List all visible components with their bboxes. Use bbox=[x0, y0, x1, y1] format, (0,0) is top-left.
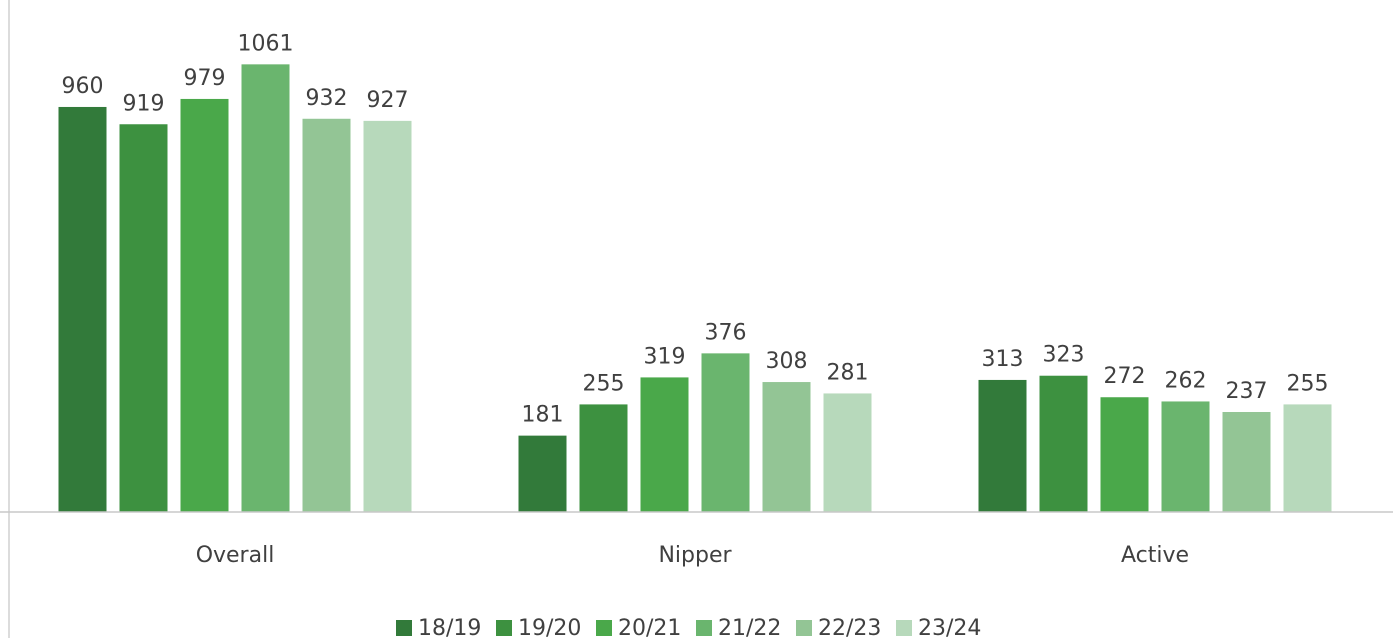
legend-label: 20/21 bbox=[618, 616, 681, 638]
legend-label: 21/22 bbox=[718, 616, 781, 638]
bar bbox=[518, 435, 567, 512]
x-tick-label: Nipper bbox=[658, 543, 732, 568]
value-label: 181 bbox=[522, 403, 564, 428]
value-label: 960 bbox=[62, 74, 104, 99]
bar bbox=[58, 106, 107, 513]
value-label: 313 bbox=[982, 347, 1024, 372]
bar bbox=[1039, 375, 1088, 512]
value-label: 308 bbox=[766, 349, 808, 374]
value-label: 979 bbox=[184, 66, 226, 91]
bar bbox=[701, 353, 750, 512]
value-label: 237 bbox=[1226, 379, 1268, 404]
value-label: 927 bbox=[367, 88, 409, 113]
bar bbox=[119, 124, 168, 513]
bar bbox=[241, 64, 290, 512]
value-label: 323 bbox=[1043, 343, 1085, 368]
value-label: 376 bbox=[705, 320, 747, 345]
bar bbox=[1222, 412, 1271, 512]
legend-label: 19/20 bbox=[518, 616, 581, 638]
bar bbox=[1161, 401, 1210, 512]
legend-swatch bbox=[596, 620, 612, 636]
bar bbox=[363, 120, 412, 513]
bar bbox=[1283, 404, 1332, 512]
bar bbox=[978, 379, 1027, 512]
legend-swatch bbox=[396, 620, 412, 636]
value-label: 272 bbox=[1104, 364, 1146, 389]
legend-swatch bbox=[696, 620, 712, 636]
legend-swatch bbox=[496, 620, 512, 636]
legend-label: 23/24 bbox=[918, 616, 981, 638]
bar bbox=[762, 382, 811, 512]
value-label: 319 bbox=[644, 344, 686, 369]
bar bbox=[302, 118, 351, 512]
value-label: 281 bbox=[827, 360, 869, 385]
value-label: 932 bbox=[306, 86, 348, 111]
bar bbox=[579, 404, 628, 512]
x-tick-label: Active bbox=[1121, 543, 1189, 568]
bar bbox=[640, 377, 689, 512]
value-label: 262 bbox=[1165, 368, 1207, 393]
bar bbox=[1100, 397, 1149, 512]
legend-swatch bbox=[896, 620, 912, 636]
legend-swatch bbox=[796, 620, 812, 636]
value-label: 919 bbox=[123, 91, 165, 116]
bar bbox=[823, 393, 872, 512]
value-label: 1061 bbox=[238, 31, 294, 56]
value-label: 255 bbox=[583, 371, 625, 396]
x-tick-label: Overall bbox=[196, 543, 275, 568]
legend-label: 18/19 bbox=[418, 616, 481, 638]
bar bbox=[180, 98, 229, 513]
value-label: 255 bbox=[1287, 371, 1329, 396]
legend-label: 22/23 bbox=[818, 616, 881, 638]
